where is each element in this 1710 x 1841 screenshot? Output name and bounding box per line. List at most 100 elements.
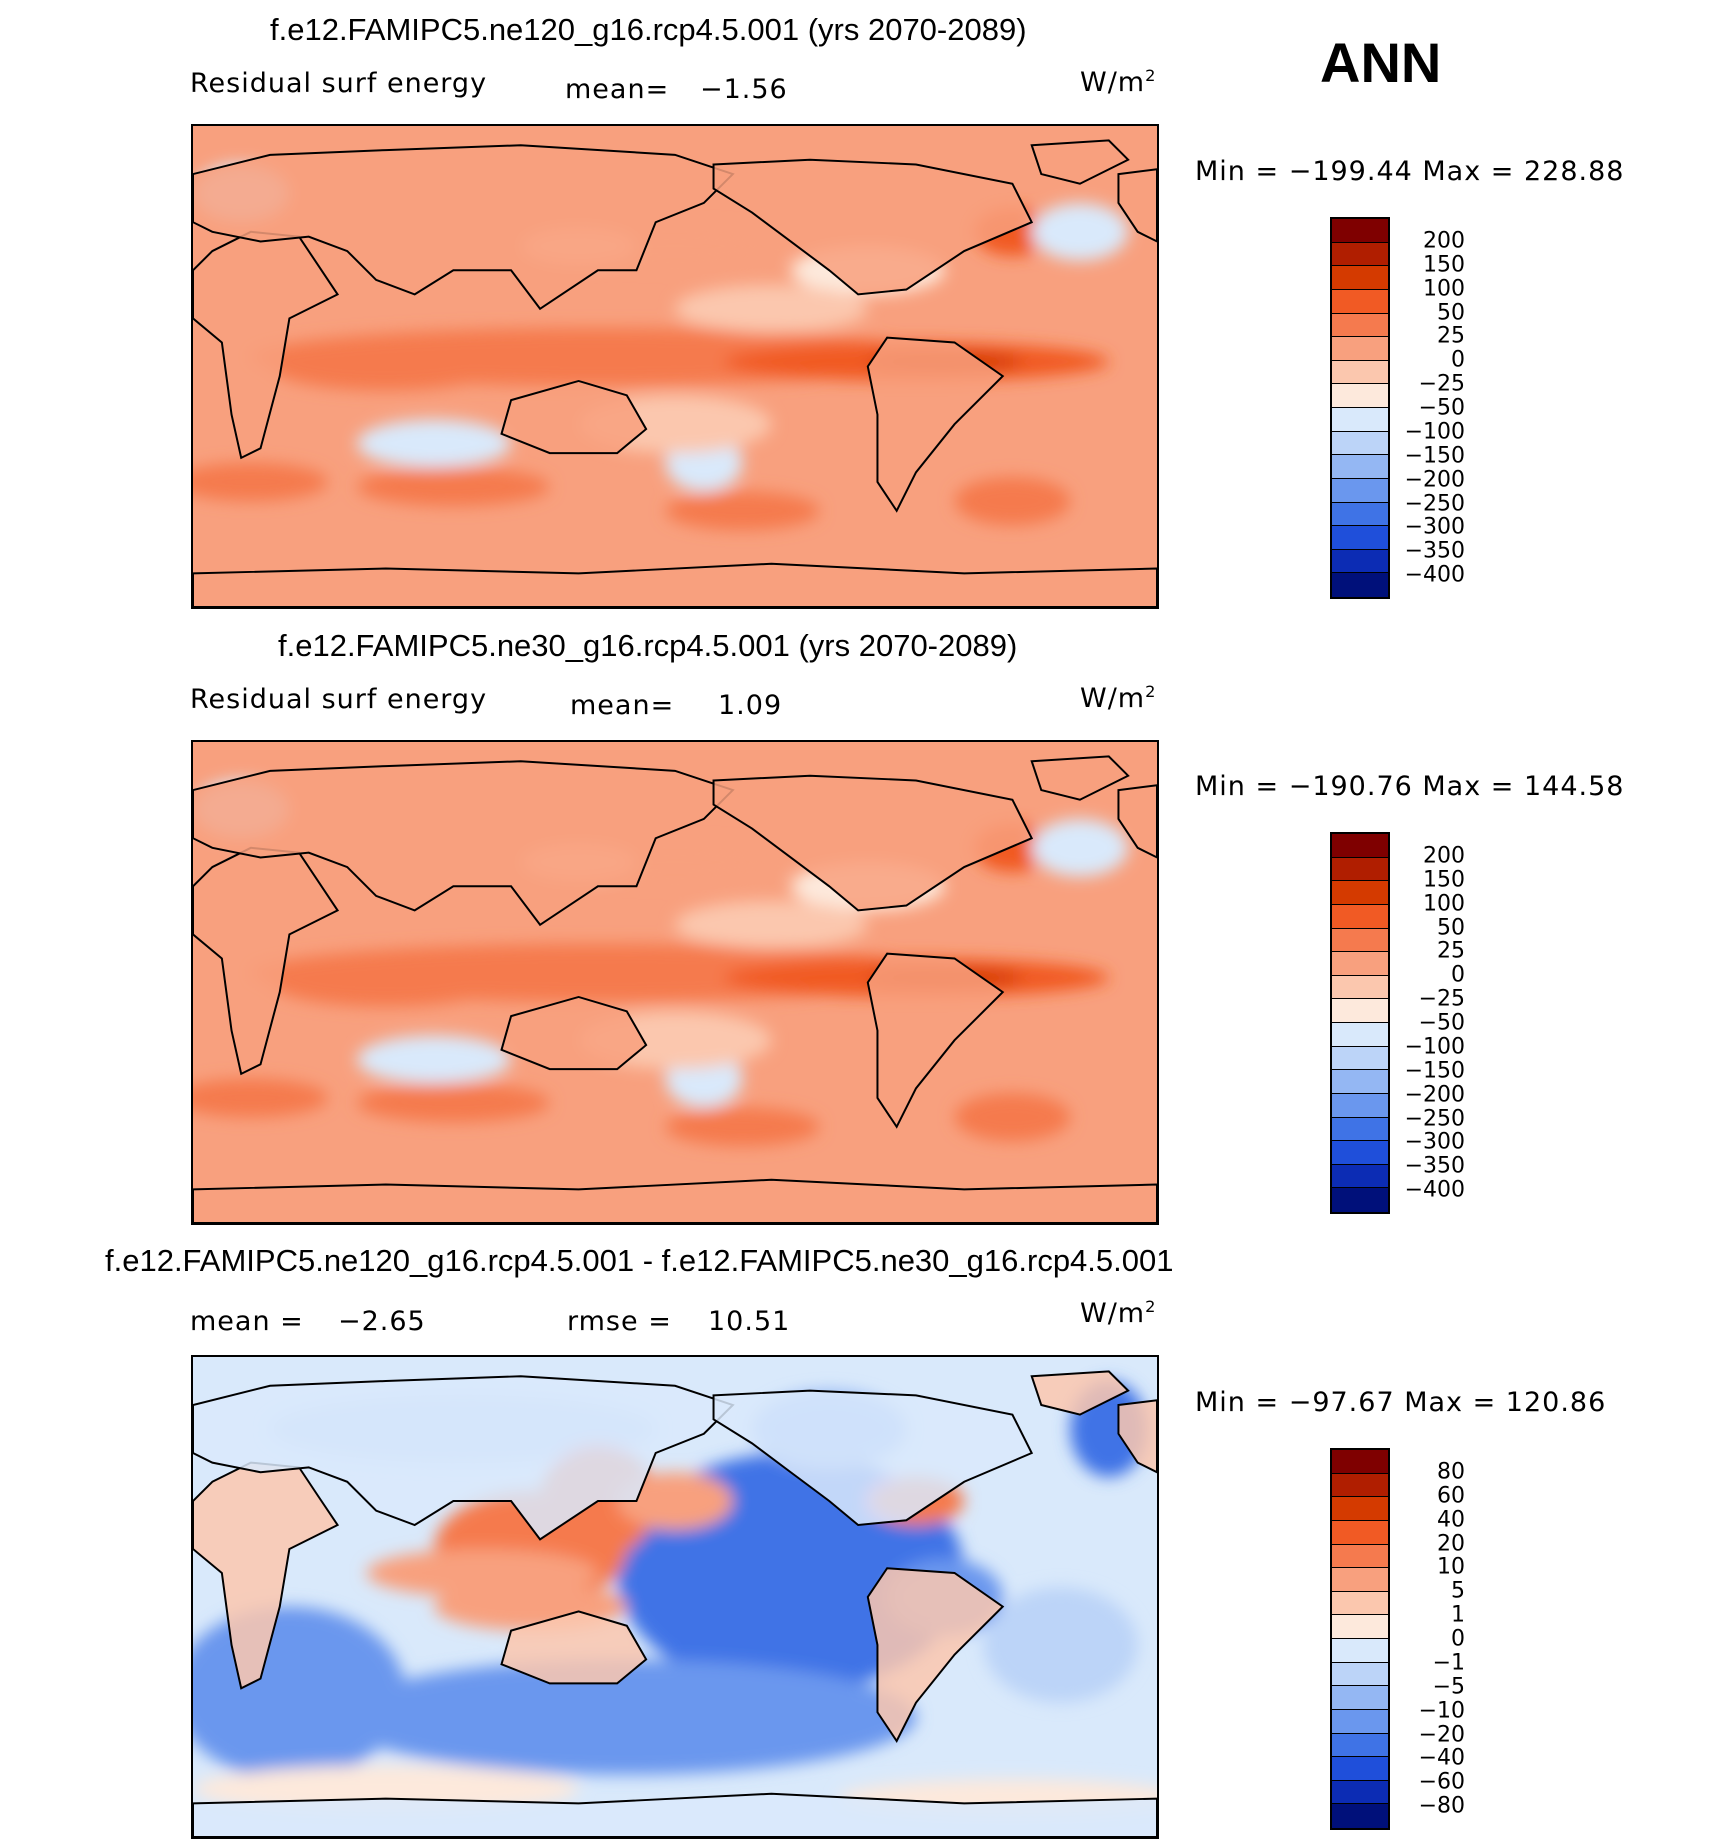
coastline-namerica [712,1389,1034,1527]
panel-2-units: W/m2 [1080,682,1157,714]
coastline-eurasia [193,144,735,311]
field-region [337,1659,917,1775]
field-region [617,1472,733,1530]
colorbar-tick-label: −300 [1404,1129,1465,1155]
panel-2-mean-value: 1.09 [718,690,783,721]
coastline-namerica [712,158,1034,296]
coastline-samerica [866,952,1005,1129]
panel-3-mean-value: −2.65 [338,1306,426,1337]
colorbar-tick-label: −350 [1404,538,1465,564]
colorbar-swatch [1332,1757,1388,1781]
field-region [356,419,512,468]
panel-2-title: f.e12.FAMIPC5.ne30_g16.rcp4.5.001 (yrs 2… [278,628,1018,663]
colorbar-tick-label: −250 [1404,491,1465,516]
panel-2-map [191,740,1159,1225]
colorbar-tick-label: −100 [1404,419,1465,445]
colorbar-tick-label: 100 [1423,276,1465,302]
colorbar-tick-label: −200 [1404,467,1465,493]
panel-3-mean-label: mean = [190,1306,304,1337]
colorbar-tick-label: −10 [1418,1698,1465,1724]
colorbar-swatch [1332,1709,1388,1734]
panel-2-mean-label: mean= [570,690,675,721]
colorbar-swatch [1332,857,1388,882]
colorbar-tick-label: −80 [1418,1793,1465,1819]
panel-1-mean-value: −1.56 [700,74,788,105]
colorbar-tick-label: −250 [1404,1106,1465,1131]
coastline-australia [500,379,648,455]
colorbar-tick-label: 25 [1437,938,1465,964]
panel-3-title: f.e12.FAMIPC5.ne120_g16.rcp4.5.001 - f.e… [105,1243,1174,1278]
colorbar-tick-label: −350 [1404,1153,1465,1179]
colorbar-tick-label: −50 [1418,1010,1465,1036]
colorbar-tick-label: 20 [1437,1531,1465,1556]
colorbar-tick-label: −400 [1404,1177,1465,1203]
colorbar-swatch [1332,1520,1388,1545]
coastline-samerica [866,336,1005,513]
colorbar-swatch [1332,408,1388,432]
coastline-eurasia [193,760,735,927]
colorbar-swatch [1332,266,1388,290]
panel-3-map [191,1355,1159,1839]
coastline-australia [500,1610,648,1685]
panel-2-colorbar [1330,832,1390,1214]
colorbar-swatch [1332,431,1388,456]
panel-1-variable-label: Residual surf energy [190,68,488,99]
panel-3-rmse-label: rmse = [567,1306,672,1337]
colorbar-swatch [1332,1188,1388,1212]
field-region [193,462,328,502]
panel-1-map [191,124,1159,609]
colorbar-swatch [1332,1141,1388,1165]
colorbar-swatch [1332,952,1388,976]
colorbar-swatch [1332,242,1388,267]
colorbar-tick-label: −300 [1404,514,1465,540]
coastline-samerica [866,1567,1005,1743]
colorbar-swatch [1332,313,1388,338]
colorbar-swatch [1332,1686,1388,1710]
panel-1-colorbar [1330,217,1390,599]
field-region [954,1093,1071,1142]
colorbar-swatch [1332,1544,1388,1569]
coastline-greenland [1030,1370,1130,1416]
colorbar-tick-label: 0 [1451,347,1465,373]
colorbar-tick-label: −60 [1418,1769,1465,1795]
panel-2-variable-label: Residual surf energy [190,684,488,715]
colorbar-tick-label: −150 [1404,443,1465,469]
field-region [983,1587,1138,1703]
panel-1-units: W/m2 [1080,66,1157,98]
colorbar-swatch [1332,573,1388,597]
colorbar-tick-label: −1 [1432,1650,1465,1676]
field-region [356,467,550,506]
coastline-namerica [712,774,1034,912]
colorbar-swatch [1332,219,1388,243]
colorbar-swatch [1332,1093,1388,1118]
colorbar-tick-label: −20 [1418,1722,1465,1747]
colorbar-tick-label: 25 [1437,323,1465,349]
coastline-greenland [1030,139,1130,185]
colorbar-swatch [1332,478,1388,503]
colorbar-tick-label: 80 [1437,1459,1465,1485]
panel-3-field-plot [193,1357,1157,1837]
colorbar-tick-label: −100 [1404,1034,1465,1060]
field-region [193,1078,328,1118]
colorbar-swatch [1332,1023,1388,1047]
panel-1-mean-label: mean= [565,74,670,105]
season-label: ANN [1320,31,1442,94]
panel-3-minmax: Min = −97.67 Max = 120.86 [1195,1387,1607,1418]
colorbar-swatch [1332,1117,1388,1142]
colorbar-swatch [1332,1046,1388,1071]
field-region [270,342,502,391]
field-region [356,1083,550,1122]
colorbar-swatch [1332,289,1388,314]
colorbar-swatch [1332,384,1388,408]
coastline-antarc [193,562,1157,607]
colorbar-tick-label: −150 [1404,1058,1465,1084]
field-region [665,491,820,531]
coastline-australia [500,995,648,1071]
colorbar-swatch [1332,360,1388,385]
panel-2-field-plot [193,742,1157,1223]
coastline-africa [193,1461,340,1690]
colorbar-tick-label: 50 [1437,300,1465,325]
colorbar-swatch [1332,1568,1388,1592]
colorbar-swatch [1332,1164,1388,1189]
colorbar-swatch [1332,1070,1388,1094]
